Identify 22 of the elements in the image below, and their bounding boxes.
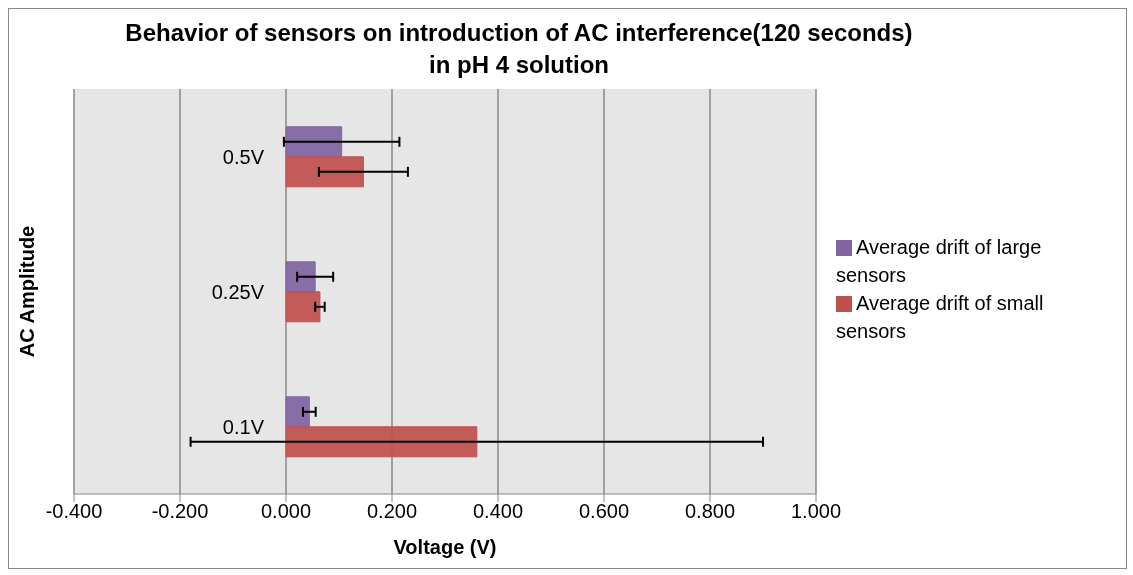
bar — [285, 156, 364, 188]
x-tick-label: 0.800 — [684, 500, 736, 523]
legend-label: Average drift of small sensors — [836, 291, 1044, 342]
x-axis-title: Voltage (V) — [393, 536, 497, 558]
bar — [285, 426, 478, 458]
bar — [285, 396, 310, 428]
x-tick-label: 0.400 — [472, 500, 524, 523]
y-tick-label: 0.1V — [222, 415, 265, 438]
y-axis-title: AC Amplitude — [16, 225, 39, 358]
x-tick-label: 1.000 — [790, 500, 842, 523]
bar — [285, 291, 321, 323]
chart-title: Behavior of sensors on introduction of AC interference(120 seconds) in pH 4 solution — [124, 18, 914, 80]
bar — [285, 261, 316, 293]
y-tick-label: 0.5V — [222, 145, 265, 168]
y-tick-label: 0.25V — [211, 280, 265, 303]
x-tick-label: -0.200 — [151, 500, 209, 523]
x-tick-label: -0.400 — [45, 500, 103, 523]
x-tick-label: 0.200 — [366, 500, 418, 523]
x-tick-label: 0.000 — [260, 500, 312, 523]
legend-label: Average drift of large sensors — [836, 235, 1042, 286]
bar — [285, 126, 343, 158]
x-tick-label: 0.600 — [578, 500, 630, 523]
